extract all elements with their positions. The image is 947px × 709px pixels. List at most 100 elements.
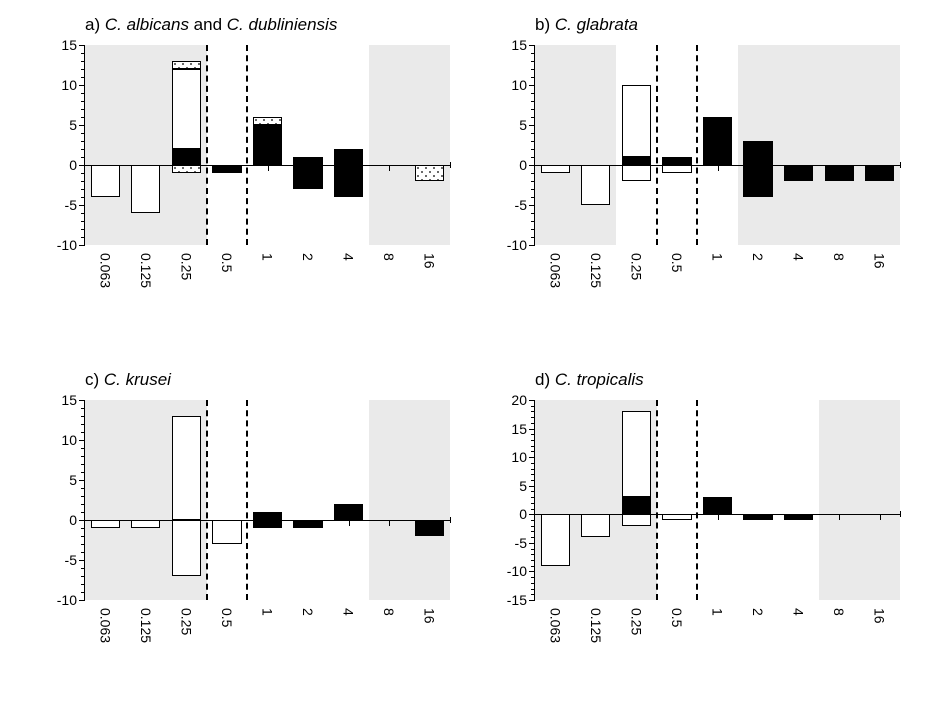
x-axis-end-tick [900, 511, 901, 517]
y-tick-minor [81, 544, 85, 545]
x-tick [839, 514, 840, 520]
bar-segment [865, 165, 894, 181]
y-tick-minor [531, 520, 535, 521]
y-tick-minor [81, 488, 85, 489]
x-tick-label: 0.063 [97, 253, 113, 288]
y-tick-minor [531, 417, 535, 418]
y-tick-label: -10 [507, 237, 535, 253]
x-tick [718, 165, 719, 171]
y-tick-minor [531, 446, 535, 447]
y-tick-label: 5 [69, 117, 85, 133]
y-tick-label: 5 [519, 117, 535, 133]
y-tick-minor [81, 472, 85, 473]
x-axis-end-tick [900, 162, 901, 168]
y-tick-minor [531, 463, 535, 464]
bar-segment [622, 85, 651, 157]
y-tick-minor [81, 133, 85, 134]
x-tick-label: 8 [831, 608, 847, 616]
y-tick-minor [81, 117, 85, 118]
bar-segment [784, 165, 813, 181]
bar-segment [662, 157, 691, 165]
y-tick-label: 0 [519, 157, 535, 173]
x-tick-label: 0.25 [178, 253, 194, 280]
dashed-divider [656, 45, 658, 245]
bar-segment [131, 165, 160, 213]
y-tick-minor [81, 149, 85, 150]
x-tick-label: 8 [381, 253, 397, 261]
y-tick-minor [81, 77, 85, 78]
x-tick-label: 16 [872, 608, 888, 624]
bar-segment [541, 165, 570, 173]
x-tick-label: 0.125 [588, 253, 604, 288]
y-tick-minor [531, 101, 535, 102]
bar-segment [131, 520, 160, 528]
y-tick-minor [81, 456, 85, 457]
y-axis [84, 400, 85, 600]
bar-segment [415, 165, 444, 181]
bar-segment [622, 514, 651, 525]
shade-right [369, 45, 450, 245]
plot-area-d: -15-10-505101520 [535, 400, 900, 600]
y-tick-minor [81, 408, 85, 409]
y-tick-minor [531, 237, 535, 238]
y-tick-minor [81, 416, 85, 417]
y-tick-label: 15 [511, 37, 535, 53]
y-tick-minor [531, 434, 535, 435]
panel-title-a-part: and [189, 15, 227, 34]
dashed-divider [696, 45, 698, 245]
bar-segment [743, 141, 772, 165]
bar-segment [334, 504, 363, 520]
y-tick-minor [81, 197, 85, 198]
x-axis-end-tick [450, 162, 451, 168]
figure: a) C. albicans and C. dubliniensis-10-50… [0, 0, 947, 709]
panel-title-a-part: C. albicans [105, 15, 189, 34]
x-tick-label: 0.063 [547, 608, 563, 643]
bar-segment [212, 520, 241, 544]
y-tick-minor [531, 133, 535, 134]
plot-area-a: -10-5051015 [85, 45, 450, 245]
y-tick-minor [531, 411, 535, 412]
y-tick-minor [81, 53, 85, 54]
bar-segment [172, 149, 201, 165]
bar-segment [334, 165, 363, 197]
bar-segment [293, 165, 322, 189]
x-tick-label: 0.063 [97, 608, 113, 643]
panel-title-d-part: C. tropicalis [555, 370, 644, 389]
x-tick [718, 514, 719, 520]
bar-segment [415, 520, 444, 536]
y-tick-minor [531, 181, 535, 182]
y-tick-minor [531, 157, 535, 158]
bar-segment [212, 165, 241, 173]
bar-segment [91, 520, 120, 528]
y-tick-label: 10 [61, 432, 85, 448]
panel-title-b-part: b) [535, 15, 555, 34]
x-tick-label: 0.5 [669, 253, 685, 272]
y-tick-label: 0 [69, 157, 85, 173]
dashed-divider [246, 45, 248, 245]
panel-title-a-part: C. dubliniensis [227, 15, 338, 34]
y-tick-minor [81, 173, 85, 174]
y-tick-minor [81, 213, 85, 214]
dashed-divider [246, 400, 248, 600]
bar-segment [622, 165, 651, 181]
bar-segment [581, 514, 610, 537]
y-tick-minor [531, 594, 535, 595]
x-axis-end-tick [450, 517, 451, 523]
y-tick-label: 0 [69, 512, 85, 528]
x-tick-label: 8 [831, 253, 847, 261]
y-tick-minor [531, 583, 535, 584]
panel-title-a: a) C. albicans and C. dubliniensis [85, 15, 337, 35]
y-tick-minor [531, 53, 535, 54]
bar-segment [743, 514, 772, 520]
x-tick-label: 0.063 [547, 253, 563, 288]
bar-segment [784, 514, 813, 520]
y-tick-minor [531, 491, 535, 492]
bar-segment [172, 165, 201, 173]
bar-segment [91, 165, 120, 197]
bar-segment [172, 61, 201, 69]
bar-segment [253, 117, 282, 125]
y-tick-minor [531, 566, 535, 567]
y-tick-minor [531, 423, 535, 424]
y-tick-label: -5 [515, 197, 535, 213]
y-tick-minor [531, 173, 535, 174]
